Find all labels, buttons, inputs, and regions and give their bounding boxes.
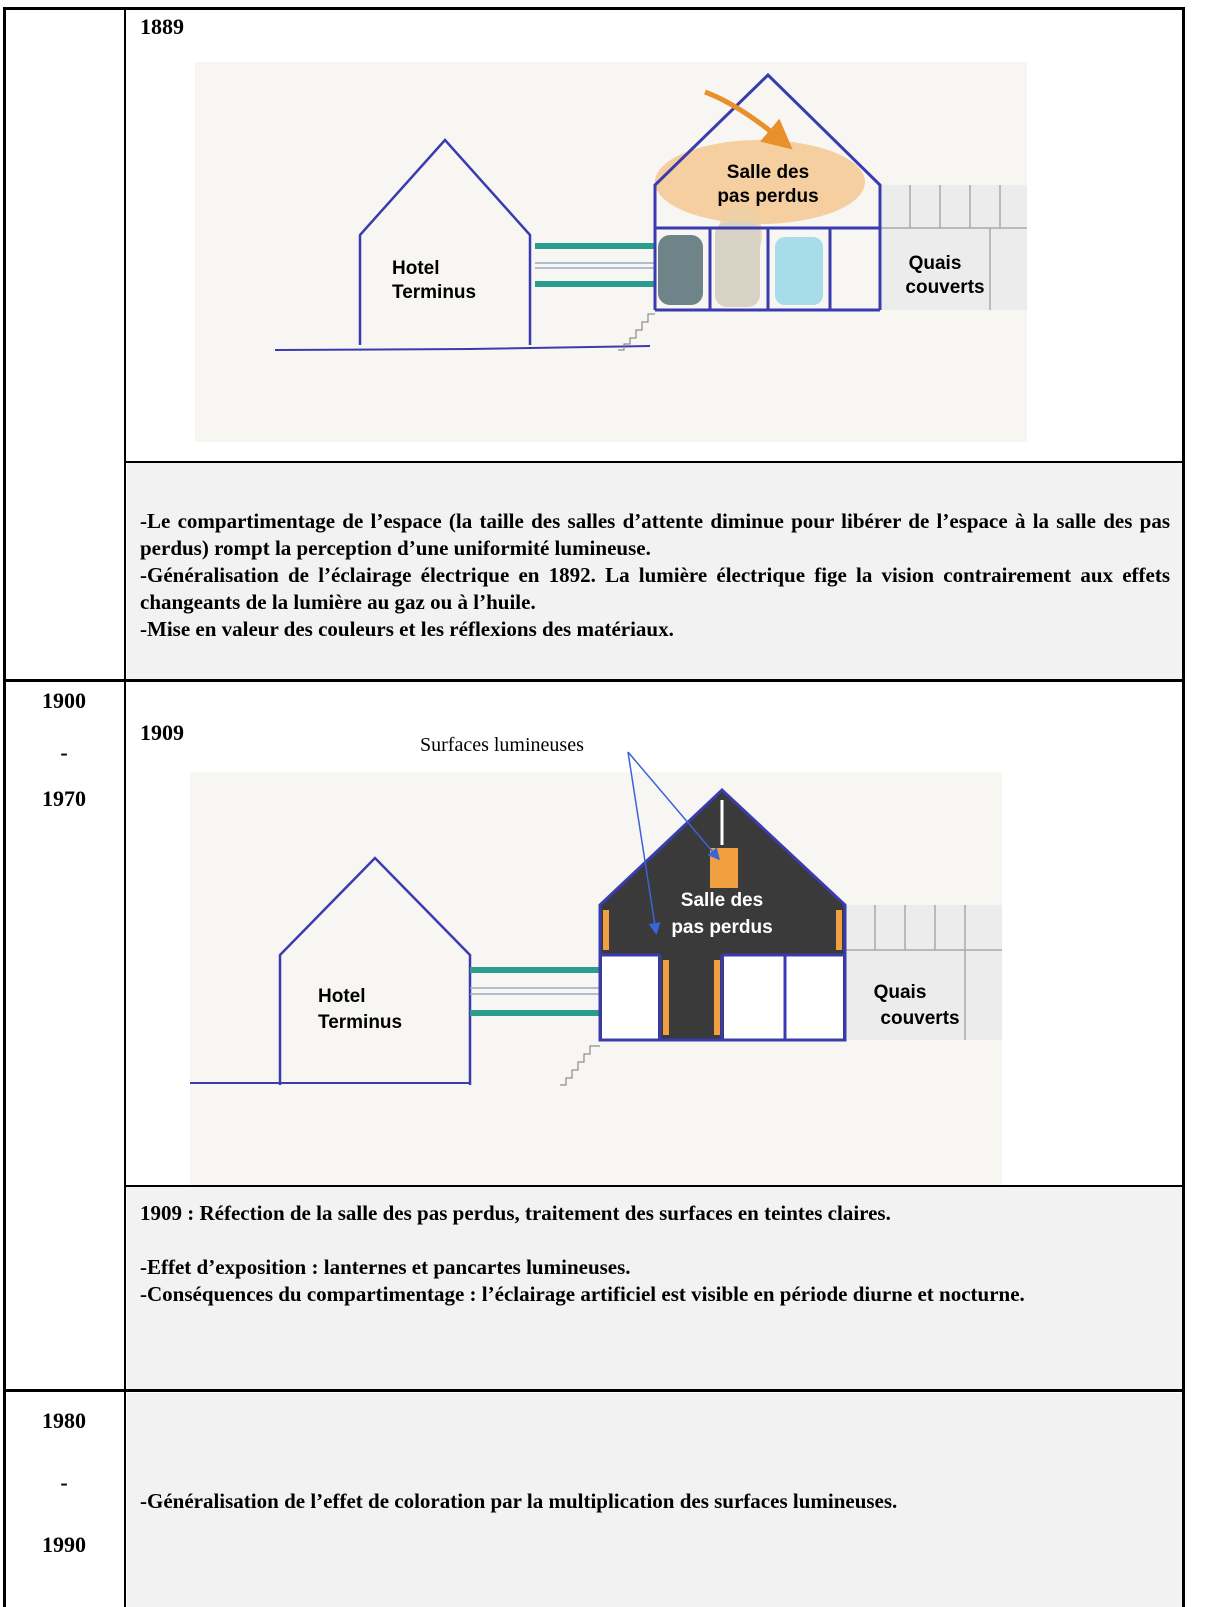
note: -Généralisation de l’effet de coloration… [140, 1489, 898, 1513]
label: Hotel [318, 986, 366, 1007]
label: pas perdus [717, 186, 818, 207]
notes: 1909 : Réfection de la salle des pas per… [140, 1200, 1150, 1308]
notes-cell [127, 1187, 1183, 1389]
label: Quais [909, 253, 962, 274]
diagram-year: 1889 [140, 14, 184, 39]
border [124, 7, 126, 1607]
diagram-1889: Hotel Terminus Salle des pas perdus Quai… [195, 62, 1027, 442]
border [125, 1185, 1183, 1187]
note: -Effet d’exposition : lanternes et panca… [140, 1255, 631, 1279]
label: Hotel [392, 258, 440, 279]
period-text: 1980 [42, 1408, 86, 1433]
notes-cell [127, 1393, 1183, 1607]
label: couverts [880, 1008, 959, 1029]
note: 1909 : Réfection de la salle des pas per… [140, 1201, 891, 1225]
border [3, 1389, 1185, 1392]
period-text: 1900 [42, 688, 86, 713]
period: 1900 - 1970 [24, 688, 104, 812]
border [3, 7, 1185, 10]
note: -Le compartimentage de l’espace (la tail… [140, 509, 1170, 560]
period-text: 1970 [42, 786, 86, 811]
label: Salle des [727, 162, 809, 183]
notes-cell [127, 463, 1183, 679]
note: -Conséquences du compartimentage : l’écl… [140, 1282, 1025, 1306]
border [1182, 7, 1185, 1607]
diagram-year: 1909 [140, 720, 184, 745]
note: -Mise en valeur des couleurs et les réfl… [140, 617, 674, 641]
border [3, 679, 1185, 682]
label: couverts [905, 277, 984, 298]
label: pas perdus [671, 917, 772, 938]
border [3, 7, 6, 1607]
note: -Généralisation de l’éclairage électriqu… [140, 563, 1170, 614]
period: 1980 - 1990 [24, 1408, 104, 1558]
label: Terminus [392, 282, 476, 303]
notes: -Le compartimentage de l’espace (la tail… [140, 508, 1170, 643]
annotation: Surfaces lumineuses [420, 734, 584, 756]
period-text: - [60, 740, 68, 765]
notes: -Généralisation de l’effet de coloration… [140, 1488, 1170, 1515]
period-text: 1990 [42, 1532, 86, 1557]
label: Salle des [681, 890, 763, 911]
label: Quais [874, 982, 927, 1003]
diagram-1909: Surfaces lumineuses Hotel Terminus Salle… [190, 734, 1002, 1187]
period-text: - [60, 1470, 68, 1495]
label: Terminus [318, 1012, 402, 1033]
border [125, 461, 1183, 463]
